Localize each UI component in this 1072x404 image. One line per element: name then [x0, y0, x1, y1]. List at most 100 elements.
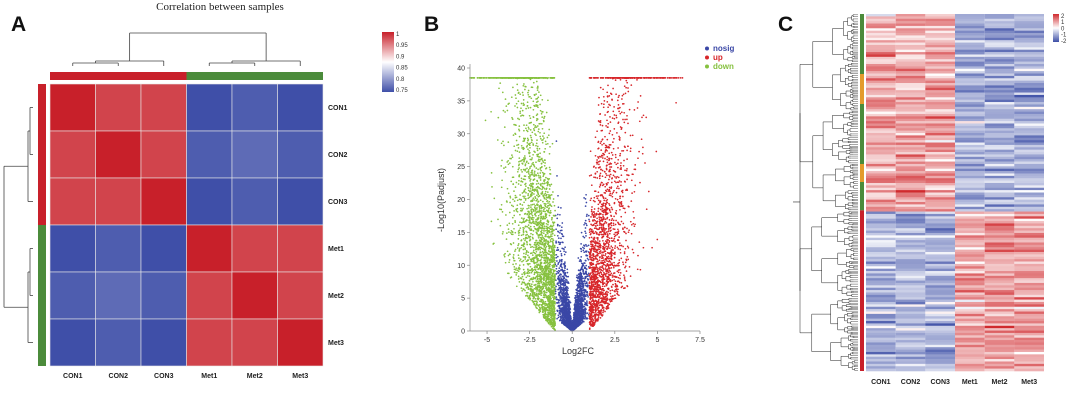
up-point [613, 117, 616, 120]
up-point [626, 81, 629, 84]
up-point [620, 162, 622, 164]
up-point [599, 77, 602, 79]
up-point [613, 201, 616, 204]
up-point [588, 312, 591, 314]
down-point [503, 255, 506, 258]
up-point [602, 160, 605, 163]
up-point [617, 166, 619, 169]
up-point [607, 225, 610, 228]
down-point [523, 155, 526, 157]
up-point [632, 251, 635, 254]
nosig-point [585, 250, 588, 252]
up-point [603, 244, 606, 247]
nosig-point [562, 289, 564, 292]
down-point [524, 168, 527, 171]
up-point [591, 285, 594, 288]
up-point [598, 295, 601, 298]
up-point [590, 197, 593, 200]
up-point [611, 99, 613, 101]
nosig-point [580, 259, 582, 262]
cell-Met1-CON3 [140, 224, 187, 273]
down-point [510, 180, 513, 183]
up-point [627, 231, 630, 234]
nosig-point [583, 251, 586, 254]
nosig-point [561, 270, 564, 272]
up-point [614, 223, 617, 226]
up-point [617, 104, 620, 106]
down-point [499, 82, 502, 84]
nosig-point [557, 231, 560, 233]
up-point [593, 190, 596, 193]
up-point [601, 254, 603, 256]
nosig-point [563, 277, 566, 280]
up-point [618, 236, 620, 238]
down-point [536, 290, 538, 292]
up-point [608, 219, 611, 221]
up-point [611, 262, 613, 264]
up-point [630, 232, 633, 235]
up-point [590, 292, 593, 294]
nosig-point [582, 263, 584, 266]
nosig-point [555, 241, 558, 244]
up-point [607, 110, 609, 113]
up-point [675, 101, 677, 104]
nosig-point [560, 253, 563, 255]
up-point [608, 152, 611, 155]
up-point [605, 77, 608, 79]
nosig-point [573, 326, 576, 329]
up-point [598, 227, 601, 230]
up-point [611, 154, 614, 156]
up-point [591, 287, 593, 290]
nosig-point [583, 280, 586, 283]
up-point [619, 154, 621, 157]
nosig-point [564, 324, 566, 326]
nosig-point [570, 328, 573, 331]
up-point [599, 174, 601, 177]
up-point [605, 307, 607, 310]
up-point [602, 278, 604, 281]
up-point [618, 223, 620, 226]
nosig-point [578, 306, 581, 309]
nosig-point [586, 293, 588, 296]
up-point [607, 126, 609, 128]
up-point [598, 163, 600, 166]
up-point [605, 290, 608, 293]
nosig-point [556, 224, 559, 227]
nosig-point [555, 140, 558, 142]
down-point [528, 184, 531, 186]
up-point [626, 114, 628, 117]
up-point [615, 93, 617, 96]
nosig-point [561, 258, 563, 261]
up-point [592, 214, 595, 216]
nosig-point [586, 317, 589, 320]
nosig-point [572, 312, 575, 314]
up-point [602, 282, 605, 285]
up-point [622, 195, 624, 198]
up-point [602, 202, 605, 205]
up-point [598, 259, 601, 262]
up-point [631, 248, 634, 251]
up-point [610, 186, 613, 188]
nosig-point [587, 273, 589, 276]
up-point [608, 157, 610, 160]
up-point [605, 245, 607, 248]
up-point [612, 222, 615, 225]
up-point [623, 274, 625, 277]
up-point [599, 266, 602, 268]
up-point [604, 197, 607, 200]
up-point [588, 252, 591, 254]
up-point [598, 310, 600, 313]
nosig-point [585, 193, 587, 196]
up-point [609, 263, 612, 266]
up-point [606, 212, 609, 215]
up-point [623, 231, 626, 233]
up-point [619, 168, 622, 170]
up-point [609, 130, 612, 132]
down-point [515, 285, 518, 288]
nosig-point [556, 255, 559, 258]
up-point [621, 191, 624, 194]
up-point [621, 94, 624, 97]
up-point [613, 233, 616, 236]
up-point [588, 174, 591, 177]
up-point [609, 173, 612, 176]
